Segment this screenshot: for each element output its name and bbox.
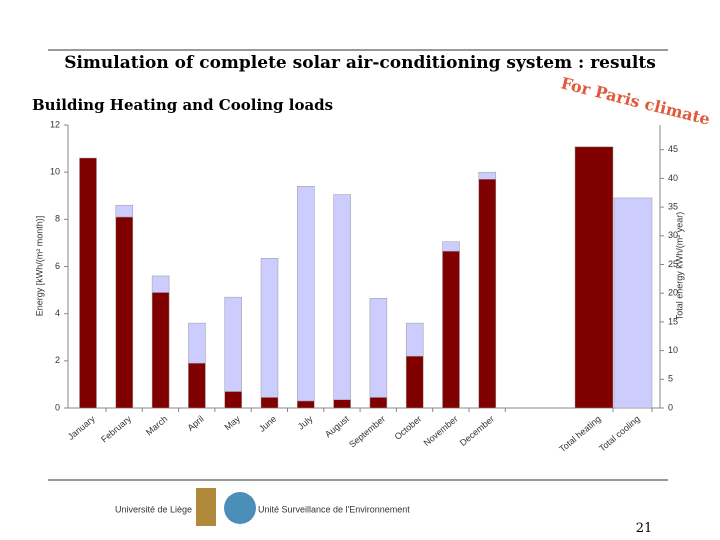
- bar: [260, 257, 279, 398]
- y-tick-label: 4: [55, 308, 60, 318]
- x-tick-label: February: [99, 413, 133, 444]
- annotation: For Paris climate: [559, 73, 712, 128]
- y2-tick-label: 25: [668, 259, 678, 269]
- x-tick-label: Total cooling: [597, 414, 642, 454]
- y-tick-label: 12: [50, 119, 60, 129]
- bar: [405, 355, 424, 409]
- bar: [260, 397, 279, 409]
- bar: [188, 322, 206, 364]
- x-tick-label: December: [458, 414, 496, 448]
- y2-tick-label: 35: [668, 201, 678, 211]
- x-tick-label: Total heating: [557, 414, 603, 454]
- bar: [369, 397, 388, 409]
- x-tick-label: August: [323, 413, 351, 439]
- y2-axis-label: Total energy kWh/(m² year): [674, 212, 684, 321]
- bar: [442, 250, 460, 409]
- logo-text: Unité Surveillance de l'Environnement: [258, 504, 410, 514]
- bar: [115, 204, 134, 218]
- bar: [478, 178, 497, 409]
- bar: [369, 298, 388, 398]
- bar: [115, 216, 134, 409]
- bar: [297, 400, 315, 409]
- x-tick-label: October: [393, 414, 424, 442]
- x-tick-label: November: [422, 414, 460, 448]
- bar: [151, 292, 170, 409]
- x-tick-label: January: [66, 413, 97, 442]
- bar: [224, 296, 242, 392]
- x-tick-label: July: [296, 413, 315, 431]
- y2-tick-label: 15: [668, 316, 678, 326]
- y2-tick-label: 20: [668, 288, 678, 298]
- bar: [224, 391, 242, 409]
- logo: [196, 488, 216, 526]
- x-tick-label: June: [257, 414, 278, 434]
- chart-subtitle: Building Heating and Cooling loads: [32, 96, 333, 114]
- x-tick-label: April: [185, 414, 205, 433]
- logo: [224, 492, 256, 524]
- bar: [151, 275, 170, 293]
- y2-tick-label: 5: [668, 374, 673, 384]
- chart-title: Simulation of complete solar air-conditi…: [64, 53, 656, 73]
- y2-tick-label: 0: [668, 402, 673, 412]
- bar: [333, 194, 351, 400]
- y2-tick-label: 40: [668, 173, 678, 183]
- page-number: 21: [636, 521, 653, 536]
- bar: [613, 197, 653, 409]
- bar: [79, 157, 97, 409]
- y-tick-label: 8: [55, 214, 60, 224]
- bar: [405, 322, 424, 357]
- y-tick-label: 0: [55, 402, 60, 412]
- y2-tick-label: 45: [668, 144, 678, 154]
- bar: [574, 146, 614, 409]
- y-axis-label: Energy [kWh/(m² month)]: [34, 216, 44, 317]
- bar: [442, 241, 460, 252]
- x-tick-label: September: [347, 414, 387, 450]
- x-tick-label: May: [223, 413, 243, 432]
- y2-tick-label: 30: [668, 230, 678, 240]
- x-tick-label: March: [144, 414, 170, 438]
- y-tick-label: 2: [55, 355, 60, 365]
- bar: [188, 362, 206, 409]
- bar: [478, 171, 497, 180]
- bar: [297, 186, 315, 402]
- y2-tick-label: 10: [668, 345, 678, 355]
- y-tick-label: 10: [50, 167, 60, 177]
- bar: [333, 399, 351, 409]
- y-tick-label: 6: [55, 261, 60, 271]
- logo-text: Université de Liège: [115, 504, 192, 514]
